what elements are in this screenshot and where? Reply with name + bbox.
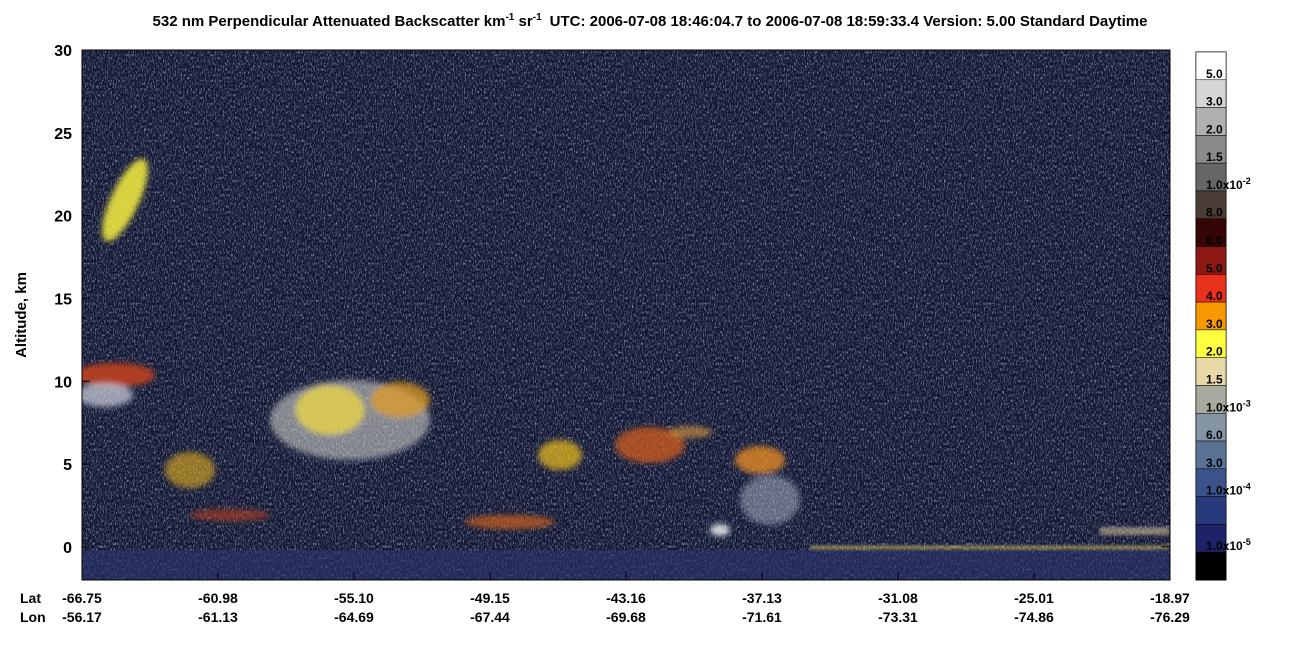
- colorbar-label: 3.0: [1206, 95, 1223, 109]
- colorbar-label-text: 1.0x10: [1206, 400, 1243, 414]
- colorbar-swatch: [1195, 357, 1227, 386]
- colorbar-label: 1.0x10-3: [1206, 398, 1251, 414]
- colorbar-label: 2.0: [1206, 122, 1223, 136]
- lon-label: -76.29: [1150, 609, 1190, 625]
- y-tick-label: 5: [63, 457, 72, 474]
- colorbar-label-sup: -4: [1243, 482, 1251, 492]
- lon-label: -61.13: [198, 609, 238, 625]
- colorbar-label: 2.0: [1206, 345, 1223, 359]
- colorbar-label-sup: -5: [1243, 537, 1251, 547]
- colorbar-swatch: [1195, 274, 1227, 303]
- colorbar-swatch: [1195, 190, 1227, 219]
- colorbar-label-text: 1.0x10: [1206, 539, 1243, 553]
- lat-label: -60.98: [198, 590, 238, 606]
- lat-label: -25.01: [1014, 590, 1054, 606]
- colorbar-swatch: [1195, 301, 1227, 331]
- colorbar-label: 6.0: [1206, 234, 1223, 248]
- y-axis-label: Altitude, km: [13, 272, 30, 358]
- colorbar-label: 1.0x10-4: [1206, 482, 1251, 498]
- y-tick-label: 30: [54, 43, 72, 60]
- lon-row-label: Lon: [20, 609, 46, 625]
- colorbar-label-text: 3.0: [1206, 456, 1223, 470]
- colorbar-label-sup: -2: [1243, 176, 1251, 186]
- colorbar-swatch: [1195, 246, 1227, 275]
- colorbar-label-text: 3.0: [1206, 95, 1223, 109]
- y-tick-label: 10: [54, 374, 72, 391]
- colorbar-swatch: [1195, 496, 1227, 525]
- colorbar-label-text: 5.0: [1206, 261, 1223, 275]
- colorbar-swatch: [1195, 413, 1227, 442]
- colorbar-label-text: 6.0: [1206, 428, 1223, 442]
- colorbar-label: 1.0x10-2: [1206, 176, 1251, 192]
- lon-label: -69.68: [606, 609, 646, 625]
- y-tick-label: 25: [54, 126, 72, 143]
- colorbar-swatch: [1195, 135, 1227, 164]
- colorbar-label: 5.0: [1206, 67, 1223, 81]
- colorbar-label: 6.0: [1206, 428, 1223, 442]
- lon-label: -74.86: [1014, 609, 1054, 625]
- lon-label: -64.69: [334, 609, 374, 625]
- colorbar-label-text: 8.0: [1206, 206, 1223, 220]
- lat-label: -18.97: [1150, 590, 1190, 606]
- lat-label: -31.08: [878, 590, 918, 606]
- colorbar-label-text: 4.0: [1206, 289, 1223, 303]
- lon-label: -73.31: [878, 609, 918, 625]
- colorbar-swatch: [1195, 107, 1227, 136]
- colorbar-label: 1.0x10-5: [1206, 537, 1251, 553]
- colorbar-swatch: [1195, 440, 1227, 470]
- colorbar-label-text: 1.0x10: [1206, 178, 1243, 192]
- lat-label: -43.16: [606, 590, 646, 606]
- colorbar-label: 5.0: [1206, 261, 1223, 275]
- colorbar-swatch: [1195, 51, 1227, 81]
- y-tick-label: 15: [54, 291, 72, 308]
- colorbar-label-text: 1.5: [1206, 150, 1223, 164]
- colorbar-label-text: 3.0: [1206, 317, 1223, 331]
- lat-label: -37.13: [742, 590, 782, 606]
- y-tick-label: 0: [63, 540, 72, 557]
- colorbar-label: 1.5: [1206, 150, 1223, 164]
- colorbar-label: 3.0: [1206, 317, 1223, 331]
- lon-label: -67.44: [470, 609, 510, 625]
- lat-row-label: Lat: [20, 590, 41, 606]
- colorbar-swatch: [1195, 162, 1227, 192]
- colorbar-label-sup: -3: [1243, 398, 1251, 408]
- colorbar-swatch: [1195, 218, 1227, 247]
- colorbar-swatch: [1195, 79, 1227, 108]
- lon-label: -71.61: [742, 609, 782, 625]
- colorbar-label-text: 2.0: [1206, 345, 1223, 359]
- colorbar-swatch: [1195, 468, 1227, 497]
- lon-label: -56.17: [62, 609, 102, 625]
- lat-label: -49.15: [470, 590, 510, 606]
- colorbar-label-text: 2.0: [1206, 122, 1223, 136]
- lat-label: -55.10: [334, 590, 374, 606]
- colorbar-label-text: 6.0: [1206, 234, 1223, 248]
- chart-title: 532 nm Perpendicular Attenuated Backscat…: [153, 12, 1148, 30]
- colorbar-label-text: 1.0x10: [1206, 484, 1243, 498]
- colorbar-label: 8.0: [1206, 206, 1223, 220]
- colorbar-label-text: 1.5: [1206, 372, 1223, 386]
- y-tick-label: 20: [54, 209, 72, 226]
- colorbar-label: 4.0: [1206, 289, 1223, 303]
- lat-label: -66.75: [62, 590, 102, 606]
- colorbar-swatch: [1195, 551, 1227, 581]
- colorbar-label-text: 5.0: [1206, 67, 1223, 81]
- colorbar-swatch: [1195, 385, 1227, 414]
- colorbar-label: 3.0: [1206, 456, 1223, 470]
- backscatter-image: [82, 50, 1170, 580]
- colorbar-label: 1.5: [1206, 372, 1223, 386]
